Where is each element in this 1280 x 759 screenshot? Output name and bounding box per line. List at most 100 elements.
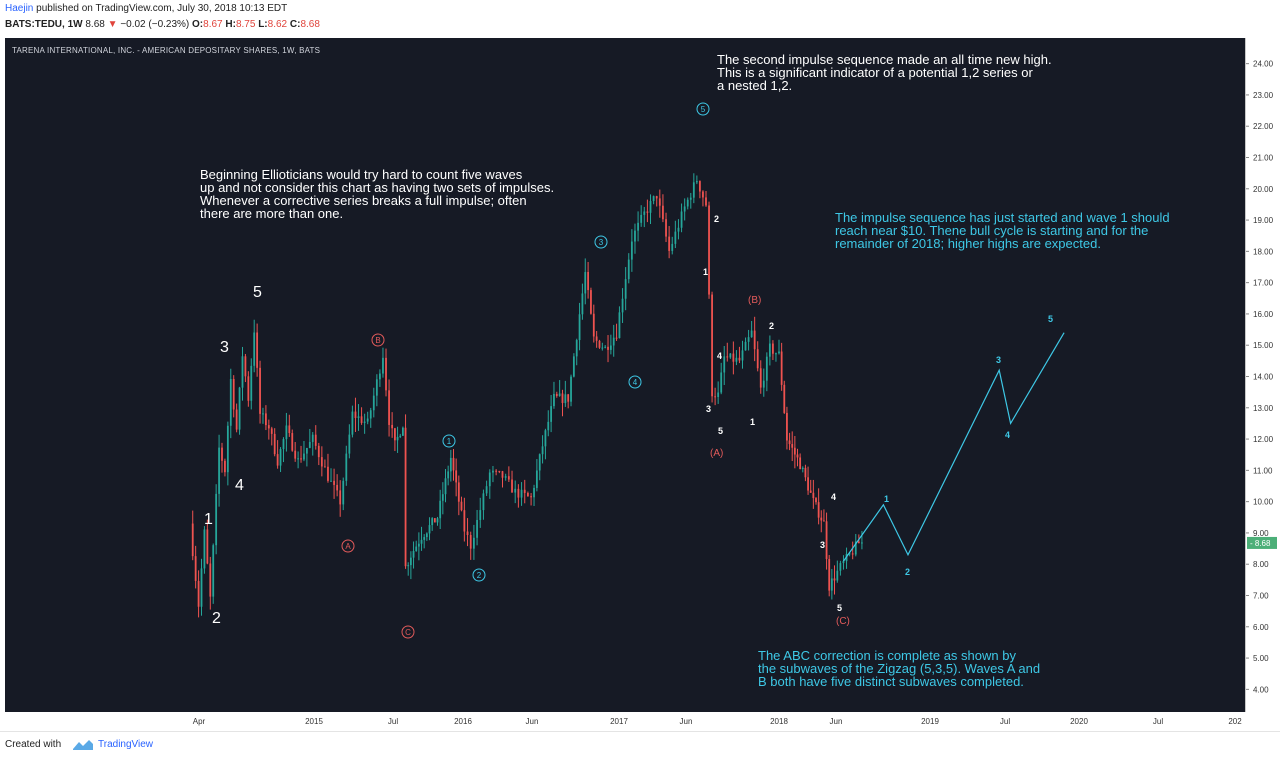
candle-body-down <box>466 531 469 536</box>
tradingview-logo-icon[interactable] <box>72 738 94 757</box>
candle-body-up <box>415 546 418 551</box>
time-tick-label: 2016 <box>454 717 472 726</box>
candle-body-down <box>714 396 717 398</box>
price-tick-label: 15.00 <box>1253 341 1274 350</box>
candle-body-down <box>523 489 526 493</box>
time-axis[interactable]: Apr 2015 Jul 2016 Jun 2017 Jun 2018 Jun 2019 Jul 20… <box>5 712 1245 730</box>
symbol-label[interactable]: BATS:TEDU, 1W <box>5 19 83 30</box>
time-tick-label: 202 <box>1228 717 1242 726</box>
time-tick-label: Jun <box>680 717 693 726</box>
created-with-text: Created with <box>5 739 62 750</box>
price-tick-label: 10.00 <box>1253 498 1274 507</box>
candle-body-down <box>291 433 294 451</box>
price-change: −0.02 (−0.23%) <box>120 19 190 30</box>
candle-body-down <box>796 454 799 458</box>
candle-body-down <box>783 384 786 413</box>
projection-line <box>843 332 1065 562</box>
candle-body-up <box>297 458 300 460</box>
wave-label-circled-4-text: 4 <box>633 378 638 387</box>
candle-series <box>191 173 863 618</box>
sub-a-label-5: 5 <box>718 426 723 436</box>
candle-body-up <box>535 470 538 488</box>
candle-body-down <box>595 336 598 341</box>
sub-a-label-2: 2 <box>714 214 719 224</box>
note-impulse-started: The impulse sequence has just started an… <box>835 210 1173 251</box>
candle-body-up <box>683 206 686 212</box>
note-ellioticians-line-1: Beginning Ellioticians would try hard to… <box>200 167 523 182</box>
candle-body-down <box>772 343 774 354</box>
projection-path <box>843 332 1065 562</box>
candle-body-up <box>692 182 695 198</box>
wave-label-a-circled: A <box>341 539 355 553</box>
candle-body-up <box>584 272 587 294</box>
wave-label-circled-3: 3 <box>594 235 608 249</box>
candle-body-down <box>646 211 649 213</box>
tradingview-brand-link[interactable]: TradingView <box>98 739 154 750</box>
candle-body-up <box>241 356 244 388</box>
time-tick-label: 2018 <box>770 717 788 726</box>
candle-body-up <box>695 181 698 183</box>
candle-body-up <box>431 518 434 526</box>
candle-body-up <box>345 453 348 481</box>
candle-body-up <box>601 347 604 349</box>
candle-body-up <box>839 563 842 571</box>
note-ellioticians-line-4: there are more than one. <box>200 206 343 221</box>
candle-body-down <box>607 346 609 350</box>
price-tick-label: 11.00 <box>1253 466 1273 475</box>
chart-pane[interactable]: TARENA INTERNATIONAL, INC. - AMERICAN DE… <box>5 38 1245 712</box>
chart-canvas[interactable]: TARENA INTERNATIONAL, INC. - AMERICAN DE… <box>5 38 1245 712</box>
candle-body-down <box>191 523 194 557</box>
candle-body-down <box>235 409 238 430</box>
candle-body-down <box>791 444 794 448</box>
note-all-time-high: The second impulse sequence made an all … <box>717 52 1055 93</box>
candle-body-up <box>634 230 636 242</box>
candle-body-down <box>699 181 701 192</box>
candle-body-up <box>762 380 765 388</box>
price-tick-label: 14.00 <box>1253 373 1274 382</box>
candle-body-down <box>385 357 387 391</box>
candle-body-up <box>212 545 215 597</box>
candle-body-up <box>348 434 351 454</box>
candle-body-up <box>226 425 229 473</box>
author-link[interactable]: Haejin <box>5 3 34 14</box>
note-ellioticians-line-2: up and not consider this chart as having… <box>200 180 554 195</box>
close-label: C: <box>289 19 301 30</box>
candle-body-up <box>550 406 553 422</box>
candle-body-down <box>209 563 212 597</box>
price-axis[interactable]: 24.00 23.00 22.00 21.00 20.00 19.00 18.00 17.00… <box>1245 38 1280 712</box>
candle-body-down <box>555 393 558 396</box>
price-tick-label: 8.00 <box>1253 560 1269 569</box>
candle-body-up <box>836 570 839 581</box>
candle-body-down <box>823 520 825 522</box>
candle-body-down <box>615 337 618 339</box>
candle-body-up <box>425 533 428 538</box>
candle-body-down <box>804 467 807 478</box>
time-tick-label: 2017 <box>610 717 628 726</box>
candle-body-down <box>455 470 458 483</box>
candle-body-down <box>817 502 820 518</box>
candle-body-down <box>592 313 595 337</box>
candle-body-up <box>538 454 541 471</box>
candle-body-up <box>303 453 305 460</box>
price-axis-canvas[interactable]: 24.00 23.00 22.00 21.00 20.00 19.00 18.00 17.00… <box>1246 38 1280 712</box>
candle-body-down <box>530 496 532 498</box>
note-impulse-started-line-3: remainder of 2018; higher highs are expe… <box>835 236 1101 251</box>
candle-body-down <box>759 368 762 388</box>
candle-body-down <box>598 340 601 348</box>
sub-c-label-3: 3 <box>820 540 825 550</box>
price-tick-label: 17.00 <box>1253 279 1274 288</box>
ohlc-legend: BATS:TEDU, 1W 8.68 ▼ −0.02 (−0.23%) O:8.… <box>5 19 320 30</box>
candle-body-down <box>300 458 302 460</box>
wave-label-circled-2-text: 2 <box>477 571 482 580</box>
candle-body-up <box>520 489 523 498</box>
candle-body-down <box>273 433 276 455</box>
time-axis-canvas[interactable]: Apr 2015 Jul 2016 Jun 2017 Jun 2018 Jun 2019 Jul 20… <box>5 712 1245 730</box>
candle-body-up <box>720 372 723 393</box>
note-all-time-high-line-3: a nested 1,2. <box>717 78 792 93</box>
candle-body-up <box>649 200 652 213</box>
candle-body-down <box>327 466 329 481</box>
candle-body-down <box>702 191 704 198</box>
price-tick-label: 20.00 <box>1253 185 1274 194</box>
candle-body-down <box>276 454 279 466</box>
candle-body-down <box>244 356 247 377</box>
